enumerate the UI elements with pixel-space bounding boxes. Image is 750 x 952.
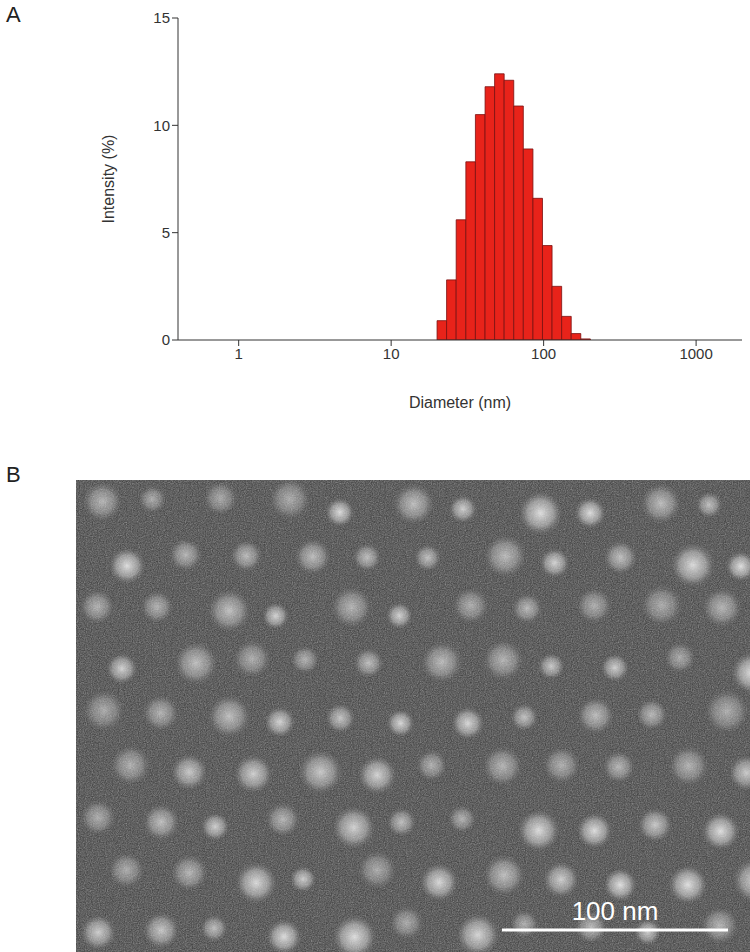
svg-text:1000: 1000 [679,345,712,362]
svg-text:5: 5 [162,224,170,241]
svg-text:Intensity (%): Intensity (%) [100,135,117,224]
svg-text:Diameter (nm): Diameter (nm) [409,394,511,411]
svg-text:100: 100 [531,345,556,362]
html-text:A: A [6,2,21,27]
html-text:B: B [6,462,21,487]
svg-text:100 nm: 100 nm [572,896,659,926]
svg-text:10: 10 [153,117,170,134]
svg-text:15: 15 [153,9,170,26]
svg-text:0: 0 [162,331,170,348]
svg-text:1: 1 [235,345,243,362]
svg-text:10: 10 [383,345,400,362]
